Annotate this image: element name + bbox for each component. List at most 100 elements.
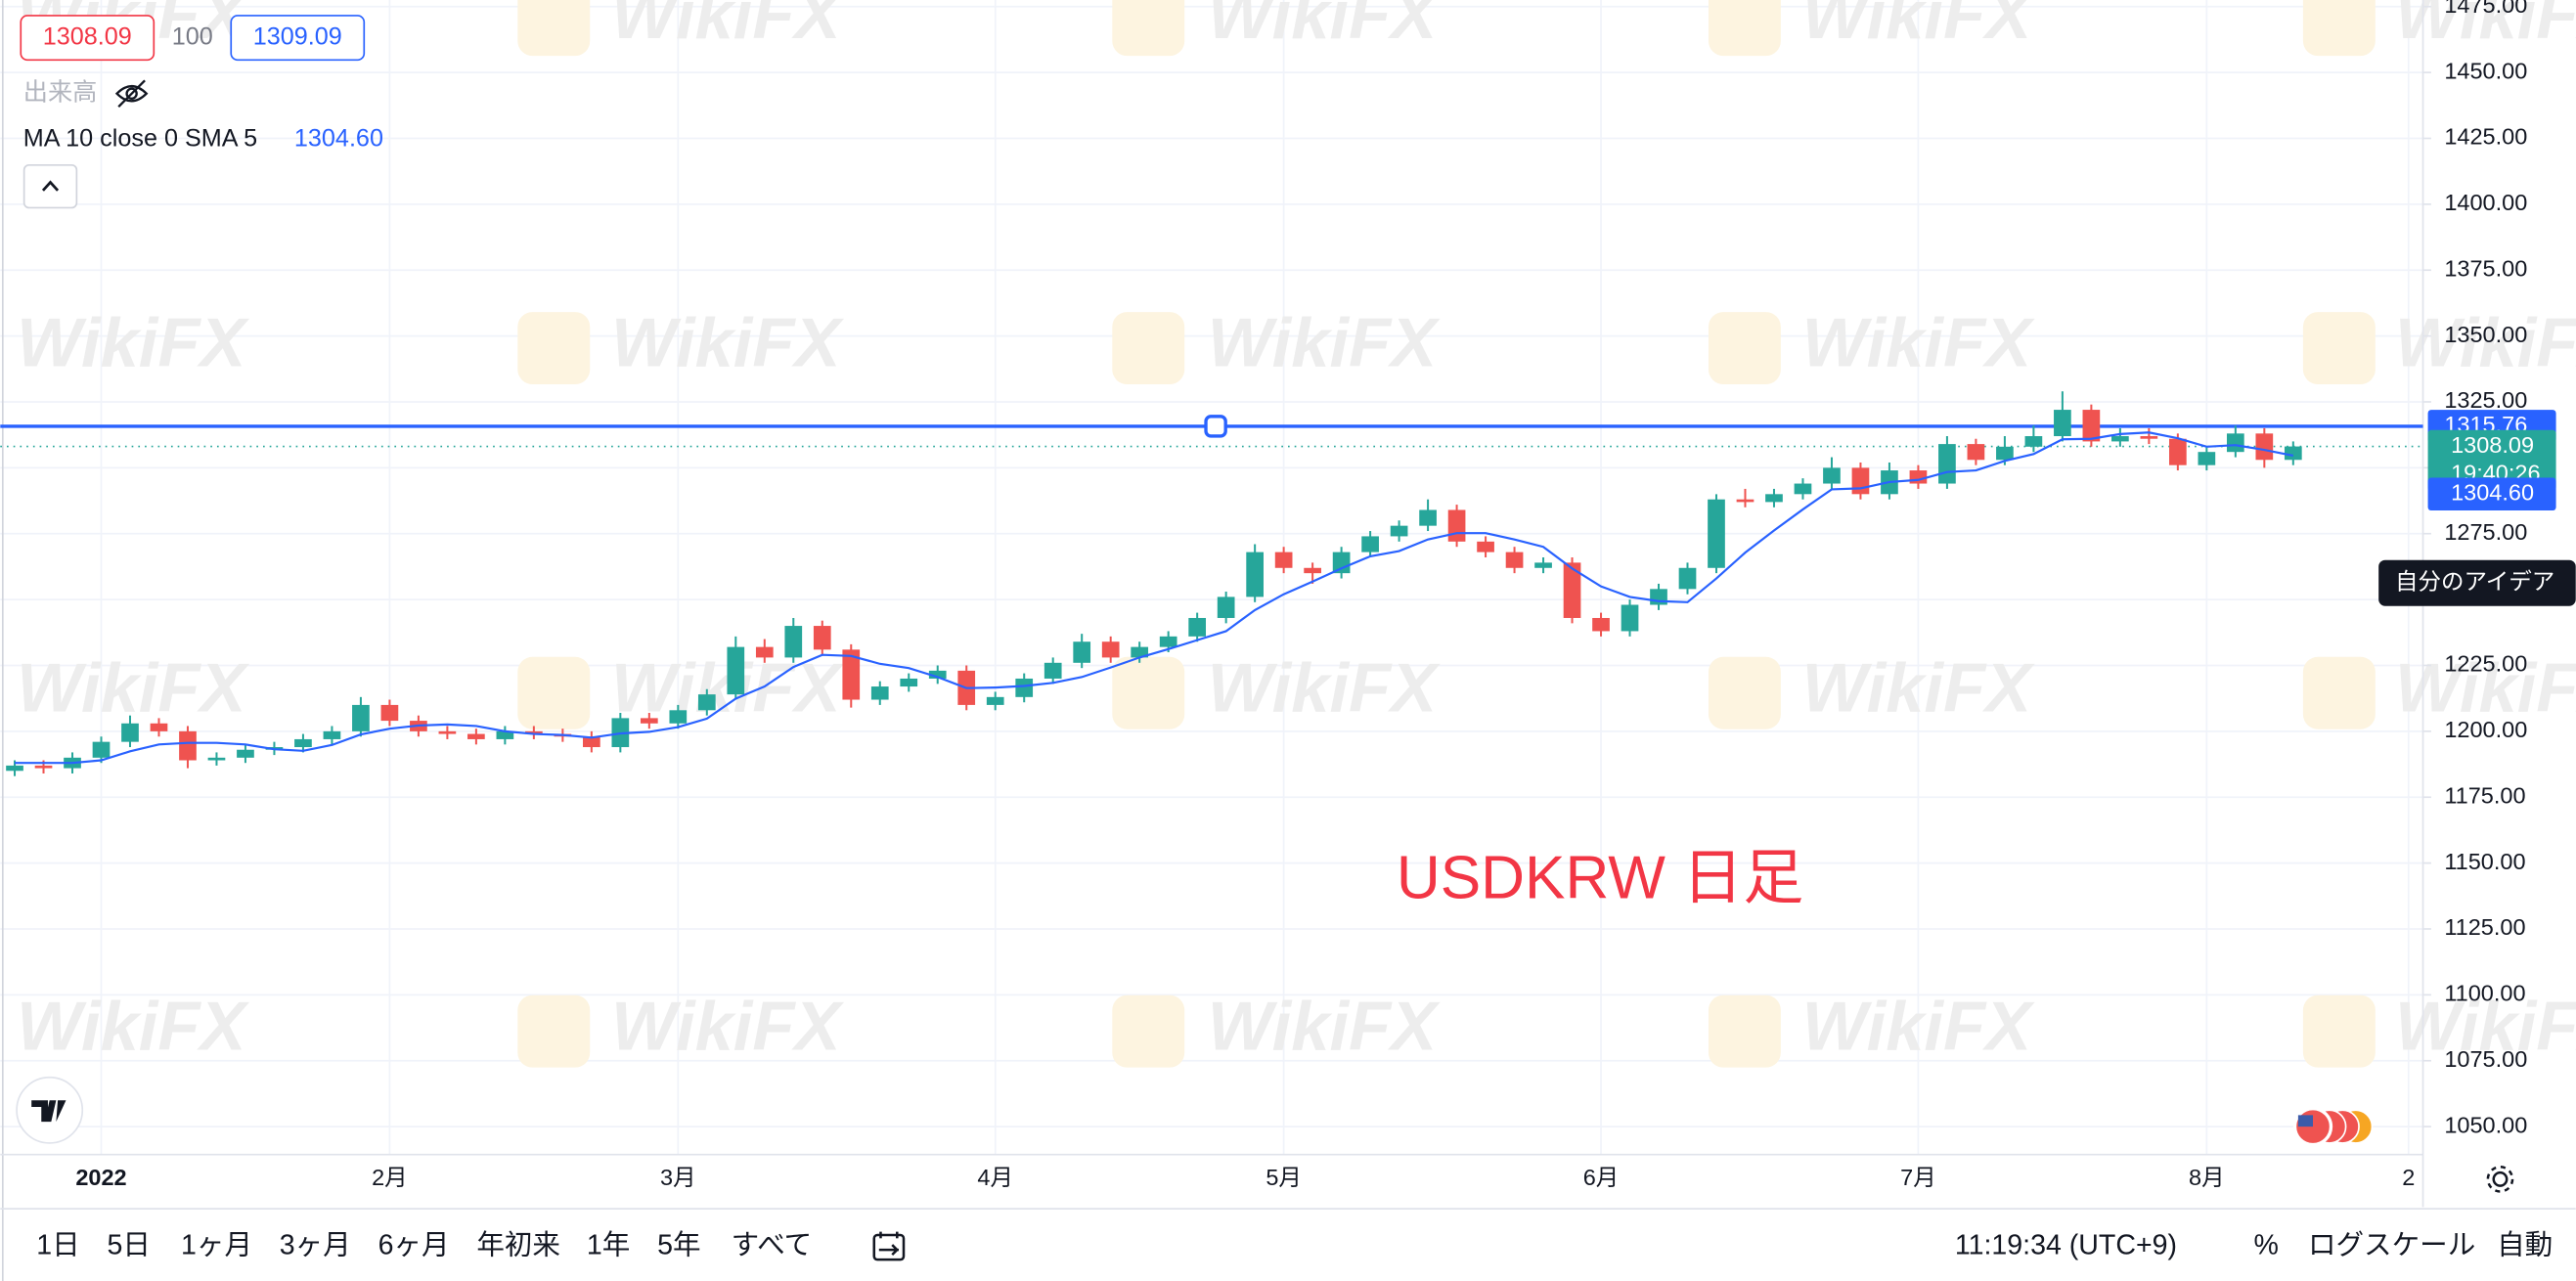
watermark: WikiFX bbox=[17, 648, 249, 726]
candle-body bbox=[121, 723, 139, 742]
collapse-button[interactable] bbox=[22, 163, 78, 209]
candle-body bbox=[525, 730, 543, 734]
y-tick-label: 1425.00 bbox=[2444, 124, 2527, 150]
candle-body bbox=[2024, 436, 2043, 447]
watermark: WikiFX bbox=[1802, 0, 2035, 53]
candle-body bbox=[380, 704, 399, 722]
candle-body bbox=[900, 678, 918, 687]
candle-body bbox=[438, 730, 457, 734]
candle-body bbox=[928, 670, 947, 679]
flags bbox=[2292, 1106, 2374, 1147]
candle-body bbox=[2111, 436, 2129, 442]
candle-body bbox=[697, 694, 716, 711]
watermark-logo bbox=[1112, 0, 1185, 57]
watermark: WikiFX bbox=[2395, 987, 2576, 1064]
watermark: WikiFX bbox=[17, 304, 249, 381]
date-range-icon[interactable] bbox=[872, 1231, 906, 1261]
x-tick-label: 2 bbox=[2402, 1165, 2415, 1190]
toolbar: 1日 5日 1ヶ月 3ヶ月 6ヶ月 年初来 1年 5年 すべて bbox=[36, 1229, 812, 1260]
candle-body bbox=[1592, 617, 1610, 632]
y-tick-label: 1475.00 bbox=[2444, 0, 2527, 18]
watermark: WikiFX bbox=[1802, 648, 2035, 726]
x-tick-label: 4月 bbox=[977, 1165, 1013, 1190]
y-tick-label: 1350.00 bbox=[2444, 322, 2527, 347]
candle-body bbox=[2226, 433, 2244, 453]
candle-body bbox=[1447, 509, 1466, 542]
last-price: 1308.09 bbox=[2451, 432, 2534, 458]
candle-body bbox=[6, 765, 23, 772]
candle-body bbox=[1650, 589, 1667, 605]
range-button[interactable]: 6ヶ月 bbox=[378, 1229, 450, 1260]
y-tick-label: 1075.00 bbox=[2444, 1046, 2527, 1072]
auto-toggle[interactable]: 自動 bbox=[2497, 1229, 2553, 1260]
bid-price: 1308.09 bbox=[43, 22, 132, 50]
range-button[interactable]: 5日 bbox=[107, 1229, 150, 1260]
range-button[interactable]: 年初来 bbox=[476, 1229, 560, 1260]
volume-label: 出来高 bbox=[23, 78, 98, 106]
candle-body bbox=[2169, 438, 2187, 465]
candle-body bbox=[467, 733, 485, 739]
candle-body bbox=[34, 765, 53, 769]
candle-body bbox=[323, 730, 341, 739]
watermark: WikiFX bbox=[1208, 648, 1441, 726]
eye-off-icon[interactable] bbox=[114, 79, 149, 108]
candle-body bbox=[294, 738, 312, 748]
candle-body bbox=[2054, 410, 2071, 437]
watermark-logo bbox=[2302, 656, 2376, 729]
candle-body bbox=[92, 741, 111, 758]
bid-box[interactable] bbox=[20, 15, 155, 62]
watermark-logo bbox=[1708, 994, 1781, 1068]
candle-body bbox=[1477, 541, 1494, 552]
clock: 11:19:34 (UTC+9) bbox=[1955, 1229, 2177, 1260]
candle-body bbox=[1794, 483, 1812, 495]
percent-toggle[interactable]: % bbox=[2254, 1229, 2279, 1260]
candle-body bbox=[2140, 436, 2158, 439]
candle-body bbox=[986, 696, 1004, 705]
range-button[interactable]: 1日 bbox=[36, 1229, 79, 1260]
ask-box[interactable] bbox=[230, 15, 366, 62]
y-tick-label: 1200.00 bbox=[2444, 717, 2527, 742]
watermark: WikiFX bbox=[1802, 304, 2035, 381]
range-button[interactable]: 5年 bbox=[657, 1229, 700, 1260]
log-toggle[interactable]: ログスケール bbox=[2308, 1229, 2475, 1260]
candle-body bbox=[1419, 509, 1437, 526]
watermark: WikiFX bbox=[1208, 0, 1441, 53]
line-handle[interactable] bbox=[1204, 415, 1227, 438]
candle-body bbox=[1736, 499, 1754, 503]
settings-icon[interactable] bbox=[2486, 1166, 2514, 1193]
watermark-logo bbox=[517, 0, 591, 57]
candle-body bbox=[1188, 617, 1207, 637]
x-tick-label: 3月 bbox=[660, 1165, 696, 1190]
watermark: WikiFX bbox=[611, 0, 844, 53]
candle-body bbox=[1044, 662, 1062, 679]
candle-body bbox=[352, 704, 370, 731]
axes: 1050.00 1075.00 1100.00 1125.00 1150.00 1175.… bbox=[75, 0, 2576, 1190]
candle-body bbox=[2255, 433, 2274, 461]
chevron-icon bbox=[41, 180, 60, 192]
candle-body bbox=[1274, 552, 1293, 568]
y-tick-label: 1225.00 bbox=[2444, 651, 2527, 677]
candle-body bbox=[1217, 596, 1235, 618]
candle-body bbox=[1823, 467, 1841, 484]
watermark: WikiFX bbox=[2395, 304, 2576, 381]
y-tick-label: 1275.00 bbox=[2444, 519, 2527, 545]
candle-body bbox=[669, 710, 688, 724]
y-tick-label: 1150.00 bbox=[2444, 849, 2525, 874]
watermarks: WikiFX WikiFX WikiFX WikiFX WikiFX WikiFX Wiki… bbox=[17, 0, 2576, 1068]
range-button[interactable]: 1ヶ月 bbox=[181, 1229, 252, 1260]
range-button[interactable]: 1年 bbox=[587, 1229, 630, 1260]
watermark: WikiFX bbox=[1208, 987, 1441, 1064]
x-tick-label: 6月 bbox=[1583, 1165, 1620, 1190]
range-button[interactable]: すべて bbox=[732, 1229, 812, 1260]
y-tick-label: 1400.00 bbox=[2444, 190, 2527, 215]
candle-body bbox=[1563, 562, 1581, 618]
x-tick-label: 8月 bbox=[2189, 1165, 2225, 1190]
candle-body bbox=[237, 749, 254, 758]
ma-price-box bbox=[2427, 477, 2556, 511]
candle-body bbox=[640, 718, 658, 724]
range-button[interactable]: 3ヶ月 bbox=[280, 1229, 351, 1260]
candle-body bbox=[150, 723, 168, 731]
ma-legend-name: MA 10 close 0 SMA 5 bbox=[23, 124, 257, 152]
logo-mark bbox=[31, 1100, 67, 1123]
grid bbox=[0, 0, 2423, 1155]
